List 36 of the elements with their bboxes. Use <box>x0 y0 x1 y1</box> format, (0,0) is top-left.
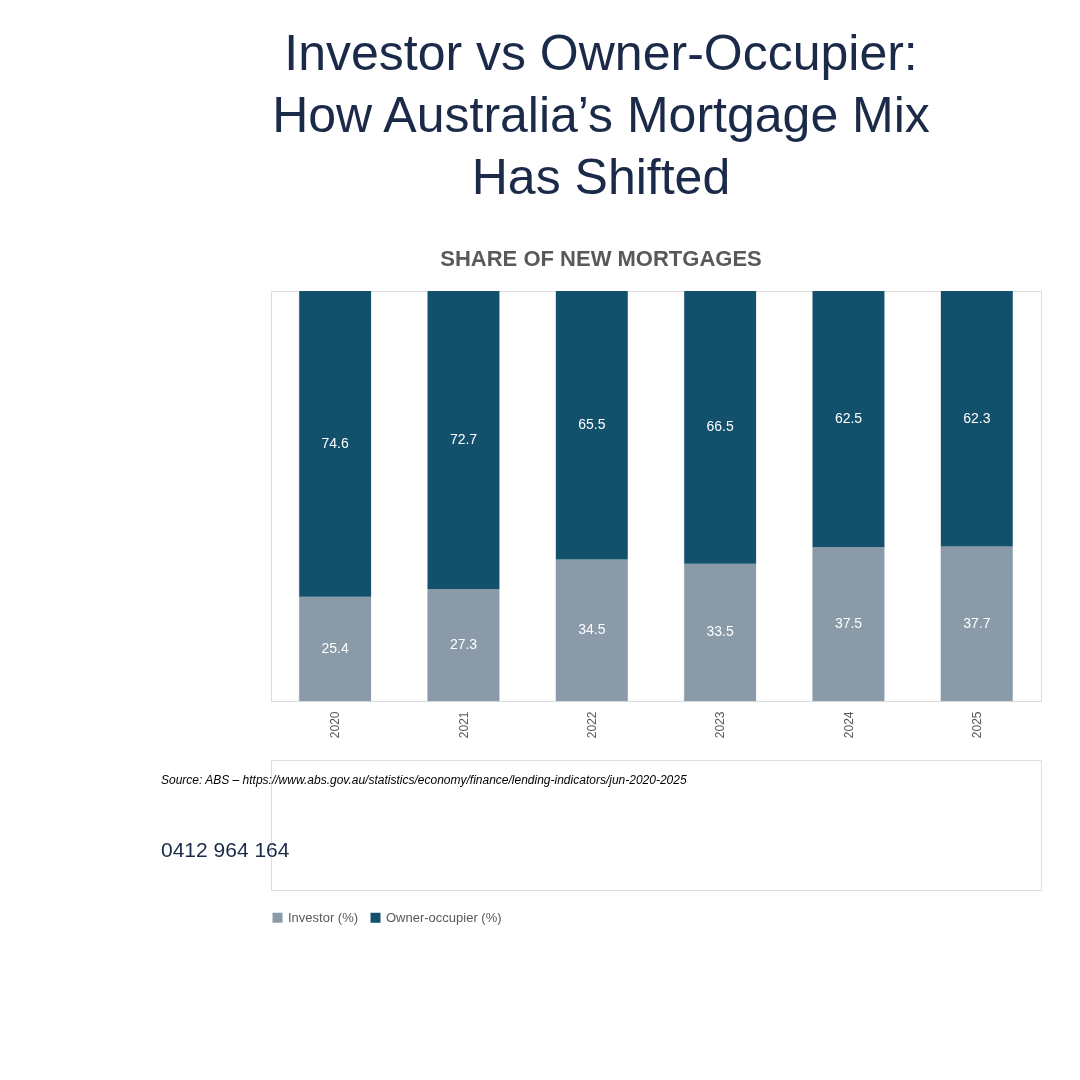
x-tick-label: 2022 <box>584 711 599 739</box>
x-tick-label: 2021 <box>456 711 471 739</box>
bar <box>299 291 372 597</box>
bar <box>684 291 757 564</box>
data-label: 62.3 <box>963 409 991 426</box>
data-label: 62.5 <box>834 410 863 427</box>
data-label: 74.6 <box>321 434 349 451</box>
bar <box>812 291 885 548</box>
data-label: 72.7 <box>449 431 478 448</box>
data-label: 25.4 <box>321 639 349 656</box>
chart-subtitle: SHARE OF NEW MORTGAGES <box>440 246 762 271</box>
data-label: 65.5 <box>578 416 606 433</box>
data-label: 37.5 <box>834 615 863 632</box>
legend-label: Investor (%) <box>288 909 359 925</box>
x-tick-label: 2023 <box>713 711 728 739</box>
bar <box>812 547 885 701</box>
bar <box>299 596 372 701</box>
data-label: 66.5 <box>706 418 734 435</box>
bar <box>684 563 757 701</box>
legend-label: Owner-occupier (%) <box>386 909 502 925</box>
source-note: Source: ABS – https://www.abs.gov.au/statistics/economy/finance/lending-indicators/jun-2020-2025 <box>161 773 687 787</box>
bar <box>427 589 500 701</box>
bar <box>940 291 1013 547</box>
bar <box>555 559 628 701</box>
data-label: 37.7 <box>963 614 991 631</box>
bar <box>427 291 500 590</box>
x-tick-label: 2025 <box>969 711 984 739</box>
text: 0412 964 164 <box>161 838 290 861</box>
bar <box>555 291 628 560</box>
data-label: 33.5 <box>706 623 734 640</box>
x-tick-label: 2024 <box>841 711 856 739</box>
data-label: 34.5 <box>578 621 606 638</box>
x-tick-label: 2020 <box>328 711 343 739</box>
data-label: 27.3 <box>449 636 478 653</box>
bar <box>940 546 1013 701</box>
chart-title: Investor vs Owner-Occupier: How Australia’s Mortgage Mix Has Shifted <box>272 25 930 205</box>
